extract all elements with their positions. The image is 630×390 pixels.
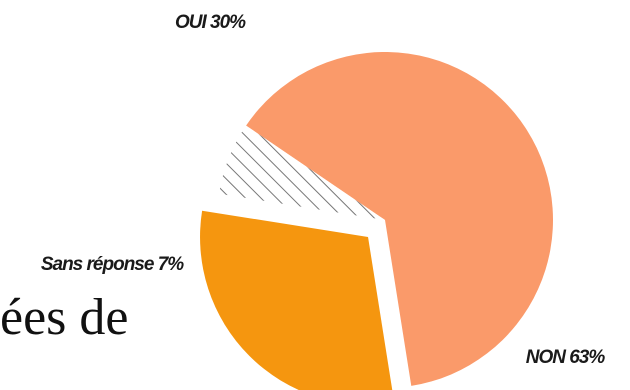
pie-slice-3 — [219, 125, 385, 220]
pie-labels: OUI 30% NON 63% Sans réponse 7% — [41, 12, 607, 368]
background-text-fragment: ées de — [0, 289, 129, 346]
pie-slice-1 — [200, 210, 393, 390]
pie-slices — [200, 52, 553, 390]
pie-slice-label-1: OUI 30% — [175, 12, 246, 33]
pie-slice-label-2: NON 63% — [526, 347, 606, 368]
pie-slice-2 — [246, 52, 553, 386]
pie-slice-label-3: Sans réponse 7% — [41, 254, 184, 275]
